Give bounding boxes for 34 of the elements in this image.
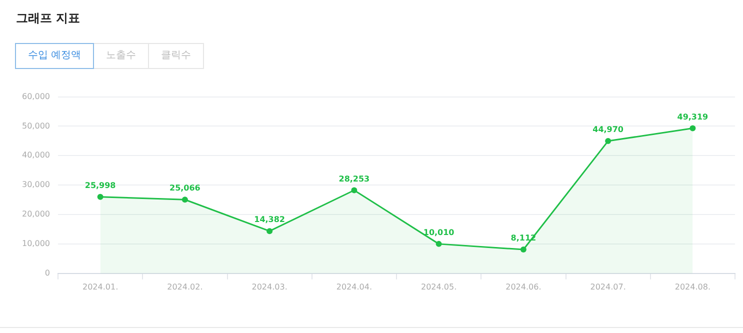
x-tick-label: 2024.03.: [252, 282, 288, 292]
y-tick-label: 0: [44, 268, 50, 278]
x-tick-label: 2024.02.: [167, 282, 203, 292]
y-tick-label: 10,000: [22, 239, 50, 248]
data-label: 49,319: [677, 112, 709, 122]
y-tick-label: 50,000: [22, 121, 50, 130]
text: 수입 예정액: [15, 43, 94, 69]
data-label: 28,253: [338, 174, 370, 184]
data-label: 10,010: [423, 228, 455, 238]
y-tick-label: 30,000: [22, 180, 50, 190]
x-tick-label: 2024.07.: [590, 282, 626, 292]
point: [690, 125, 696, 132]
y-tick-label: 40,000: [22, 150, 50, 160]
point: [605, 138, 612, 144]
data-label: 25,066: [170, 184, 201, 193]
chart-title: 그래프 지표: [16, 10, 80, 27]
x-tick-label: 2024.08.: [674, 282, 710, 292]
data-label: 14,382: [254, 215, 285, 224]
point: [266, 228, 273, 234]
y-tick-label: 60,000: [22, 92, 50, 101]
x-tick-label: 2024.05.: [421, 282, 457, 292]
text: 클릭수: [148, 43, 204, 69]
data-label: 25,998: [84, 180, 116, 190]
x-tick-label: 2024.04.: [336, 282, 372, 292]
point: [351, 187, 358, 194]
data-label: 44,970: [592, 125, 624, 134]
point: [182, 196, 188, 203]
y-tick-label: 20,000: [22, 210, 50, 219]
point: [520, 246, 526, 253]
x-tick-label: 2024.06.: [506, 282, 542, 292]
text: 노출수: [93, 43, 150, 69]
point: [436, 240, 442, 247]
x-tick-label: 2024.01.: [82, 282, 118, 292]
point: [97, 194, 104, 200]
